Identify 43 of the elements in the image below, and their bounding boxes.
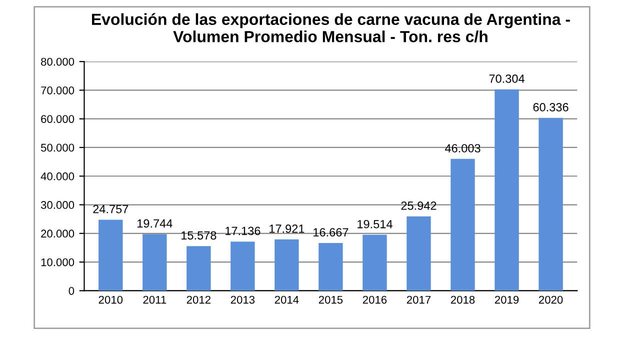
y-tick-label: 0 — [68, 286, 74, 295]
data-label: 17.921 — [270, 224, 304, 233]
data-label: 24.757 — [93, 204, 128, 214]
bar — [406, 216, 431, 291]
x-tick-label: 2010 — [98, 296, 123, 304]
x-tick-label: 2014 — [274, 296, 299, 304]
data-label: 16.667 — [314, 228, 348, 236]
x-tick-label: 2015 — [318, 296, 343, 304]
x-tick-label: 2016 — [362, 296, 387, 304]
data-label: 19.514 — [358, 220, 392, 228]
y-tick-label: 30.000 — [40, 201, 74, 209]
data-label: 60.336 — [533, 103, 568, 112]
x-tick-label: 2013 — [230, 296, 255, 304]
y-tick-label: 70.000 — [41, 86, 74, 94]
bar — [494, 89, 519, 291]
y-tick-label: 60.000 — [41, 115, 74, 123]
data-label: 46.003 — [444, 144, 480, 152]
data-label: 19.744 — [138, 219, 172, 228]
data-label: 25.942 — [401, 202, 436, 210]
bar — [186, 246, 211, 291]
bar — [362, 234, 387, 291]
bar — [538, 118, 563, 291]
y-tick-label: 50.000 — [40, 144, 74, 152]
y-tick-label: 10.000 — [41, 258, 74, 266]
data-label: 70.304 — [489, 74, 524, 83]
y-tick-label: 80.000 — [41, 58, 74, 66]
x-tick-label: 2019 — [494, 296, 519, 304]
y-tick-label: 40.000 — [40, 172, 74, 180]
x-tick-label: 2020 — [538, 296, 563, 304]
x-tick-label: 2011 — [143, 296, 166, 304]
data-label: 17.136 — [226, 226, 260, 236]
bar — [230, 242, 255, 291]
x-tick-label: 2012 — [186, 296, 210, 304]
x-tick-label: 2018 — [450, 296, 475, 304]
bar — [274, 239, 299, 291]
data-label: 15.578 — [182, 231, 216, 240]
chart-title: Evolución de las exportaciones de carne vacuna de Argentina - Volumen Promedio Mensual - Ton. res c/h — [92, 13, 570, 42]
bar — [142, 234, 167, 291]
bar — [450, 158, 475, 291]
y-tick-label: 20.000 — [41, 230, 74, 238]
bar — [318, 242, 343, 291]
x-tick-label: 2017 — [406, 296, 431, 304]
bar — [98, 220, 123, 291]
